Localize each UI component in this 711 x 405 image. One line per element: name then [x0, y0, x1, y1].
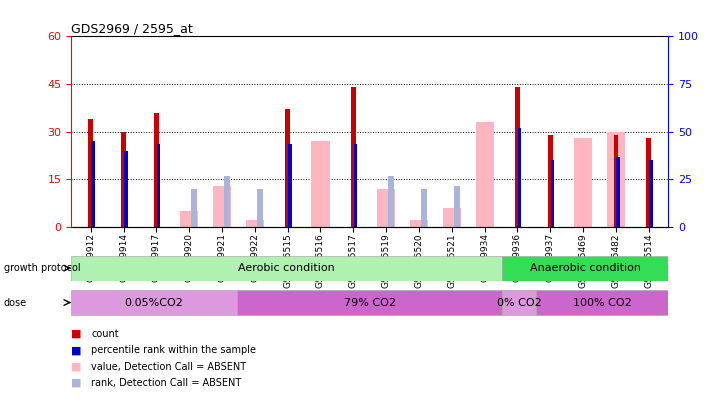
Bar [421, 189, 427, 227]
Text: count: count [91, 329, 119, 339]
Bar [518, 128, 521, 227]
Bar [92, 141, 95, 227]
Bar [388, 176, 394, 227]
Text: Aerobic condition: Aerobic condition [238, 263, 335, 273]
Text: 0% CO2: 0% CO2 [497, 298, 541, 308]
Text: Anaerobic condition: Anaerobic condition [530, 263, 641, 273]
Bar [616, 157, 620, 227]
Bar [614, 135, 618, 227]
Text: percentile rank within the sample: percentile rank within the sample [91, 345, 256, 355]
Bar [503, 256, 668, 281]
Bar [606, 132, 625, 227]
Bar [351, 87, 356, 227]
Bar [124, 151, 127, 227]
Bar [71, 290, 237, 315]
Text: ■: ■ [71, 329, 82, 339]
Bar [548, 135, 552, 227]
Bar [237, 290, 503, 315]
Bar [213, 185, 231, 227]
Bar [410, 220, 428, 227]
Bar [180, 211, 198, 227]
Bar [191, 189, 197, 227]
Bar [551, 160, 554, 227]
Bar [454, 185, 459, 227]
Bar [122, 132, 126, 227]
Text: ■: ■ [71, 362, 82, 371]
Text: ■: ■ [71, 378, 82, 388]
Bar [503, 290, 535, 315]
Text: 79% CO2: 79% CO2 [343, 298, 396, 308]
Bar [649, 160, 653, 227]
Text: growth protocol: growth protocol [4, 263, 80, 273]
Bar [285, 109, 290, 227]
Text: rank, Detection Call = ABSENT: rank, Detection Call = ABSENT [91, 378, 241, 388]
Text: ■: ■ [71, 345, 82, 355]
Bar [88, 119, 93, 227]
Bar [515, 87, 520, 227]
Bar [71, 256, 503, 281]
Text: dose: dose [4, 298, 27, 307]
Bar [224, 176, 230, 227]
Bar [157, 144, 161, 227]
Text: 0.05%CO2: 0.05%CO2 [124, 298, 183, 308]
Bar [377, 189, 395, 227]
Bar [289, 144, 292, 227]
Bar [646, 138, 651, 227]
Bar [311, 141, 329, 227]
Bar [246, 220, 264, 227]
Bar [535, 290, 668, 315]
Bar [574, 138, 592, 227]
Bar [354, 144, 357, 227]
Text: value, Detection Call = ABSENT: value, Detection Call = ABSENT [91, 362, 246, 371]
Text: GDS2969 / 2595_at: GDS2969 / 2595_at [71, 22, 193, 35]
Text: 100% CO2: 100% CO2 [572, 298, 631, 308]
Bar [476, 122, 493, 227]
Bar [257, 189, 263, 227]
Bar [154, 113, 159, 227]
Bar [443, 208, 461, 227]
